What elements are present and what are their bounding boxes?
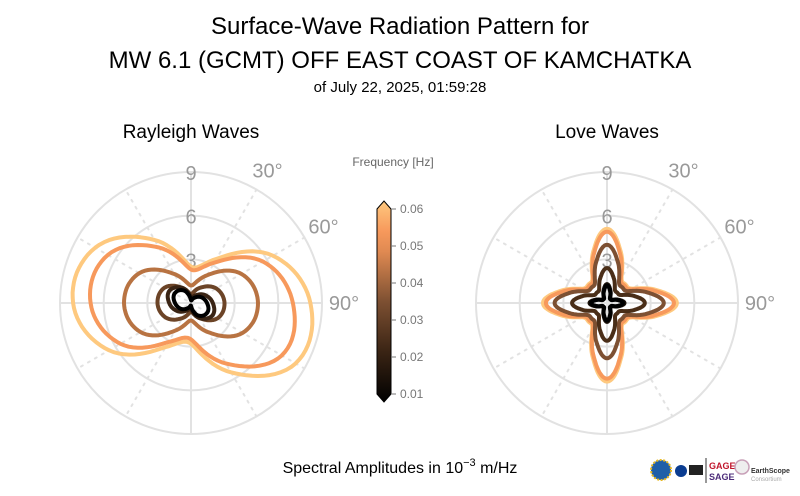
angular-tick-label: 30° bbox=[252, 160, 282, 182]
angular-tick-label: 90° bbox=[329, 293, 359, 315]
title-line-2: MW 6.1 (GCMT) OFF EAST COAST OF KAMCHATK… bbox=[109, 47, 692, 74]
xlabel-prefix: Spectral Amplitudes in 10 bbox=[283, 460, 464, 477]
logo-strip: GAGE SAGE EarthScope Consortium bbox=[650, 458, 790, 483]
angular-tick-label: 90° bbox=[745, 293, 775, 315]
earthscope-logo: EarthScope bbox=[751, 468, 790, 475]
angular-tick-label: 60° bbox=[308, 217, 338, 239]
angular-grid-line bbox=[124, 188, 258, 418]
xlabel-suffix: m/Hz bbox=[476, 460, 518, 477]
nsf-logo bbox=[650, 459, 672, 481]
earthscope-icon bbox=[734, 459, 750, 475]
colorbar-tick-label: 0.05 bbox=[400, 239, 424, 253]
colorbar-tick-label: 0.04 bbox=[400, 276, 424, 290]
subtitle: of July 22, 2025, 01:59:28 bbox=[314, 79, 487, 96]
colorbar-tick-label: 0.02 bbox=[400, 350, 424, 364]
radial-tick-label: 6 bbox=[601, 207, 612, 229]
xlabel-exponent: −3 bbox=[463, 457, 476, 469]
angular-grid-line bbox=[540, 188, 674, 418]
colorbar-tick-label: 0.03 bbox=[400, 313, 424, 327]
rayleigh-polar-plot: 3 6 9 30° 60° 90° bbox=[59, 160, 359, 435]
x-axis-label: Spectral Amplitudes in 10−3 m/Hz bbox=[283, 457, 518, 477]
radial-tick-label: 3 bbox=[601, 250, 612, 272]
series-curve-0.04 bbox=[122, 267, 260, 339]
title-line-1: Surface-Wave Radiation Pattern for bbox=[211, 13, 589, 40]
series-curve-0.01 bbox=[171, 288, 211, 318]
series-curve-0.05 bbox=[88, 243, 297, 369]
rayleigh-title: Rayleigh Waves bbox=[123, 122, 260, 143]
radial-tick-label: 3 bbox=[185, 250, 196, 272]
colorbar bbox=[376, 200, 392, 403]
angular-tick-label: 60° bbox=[724, 217, 754, 239]
radial-tick-label: 9 bbox=[185, 163, 196, 185]
series-curve-0.01 bbox=[589, 283, 625, 323]
consortium-logo: Consortium bbox=[751, 477, 782, 483]
series-curve-0.03 bbox=[570, 266, 647, 343]
sage-logo: SAGE bbox=[709, 472, 735, 482]
radial-tick-label: 9 bbox=[601, 163, 612, 185]
usgs-logo bbox=[689, 465, 703, 475]
colorbar-tick-label: 0.01 bbox=[400, 387, 424, 401]
angular-tick-label: 30° bbox=[668, 160, 698, 182]
love-polar-plot: 3 6 9 30° 60° 90° bbox=[475, 160, 775, 435]
nasa-logo bbox=[675, 465, 687, 477]
gage-logo: GAGE bbox=[709, 461, 736, 471]
radial-tick-label: 6 bbox=[185, 207, 196, 229]
colorbar-tick-label: 0.06 bbox=[400, 202, 424, 216]
series-curve-0.04 bbox=[552, 242, 666, 361]
colorbar-label: Frequency [Hz] bbox=[352, 155, 433, 169]
series-curve-0.06 bbox=[70, 234, 315, 378]
love-title: Love Waves bbox=[555, 122, 659, 143]
colorbar-ticks: 0.06 0.05 0.04 0.03 0.02 0.01 bbox=[391, 202, 424, 401]
